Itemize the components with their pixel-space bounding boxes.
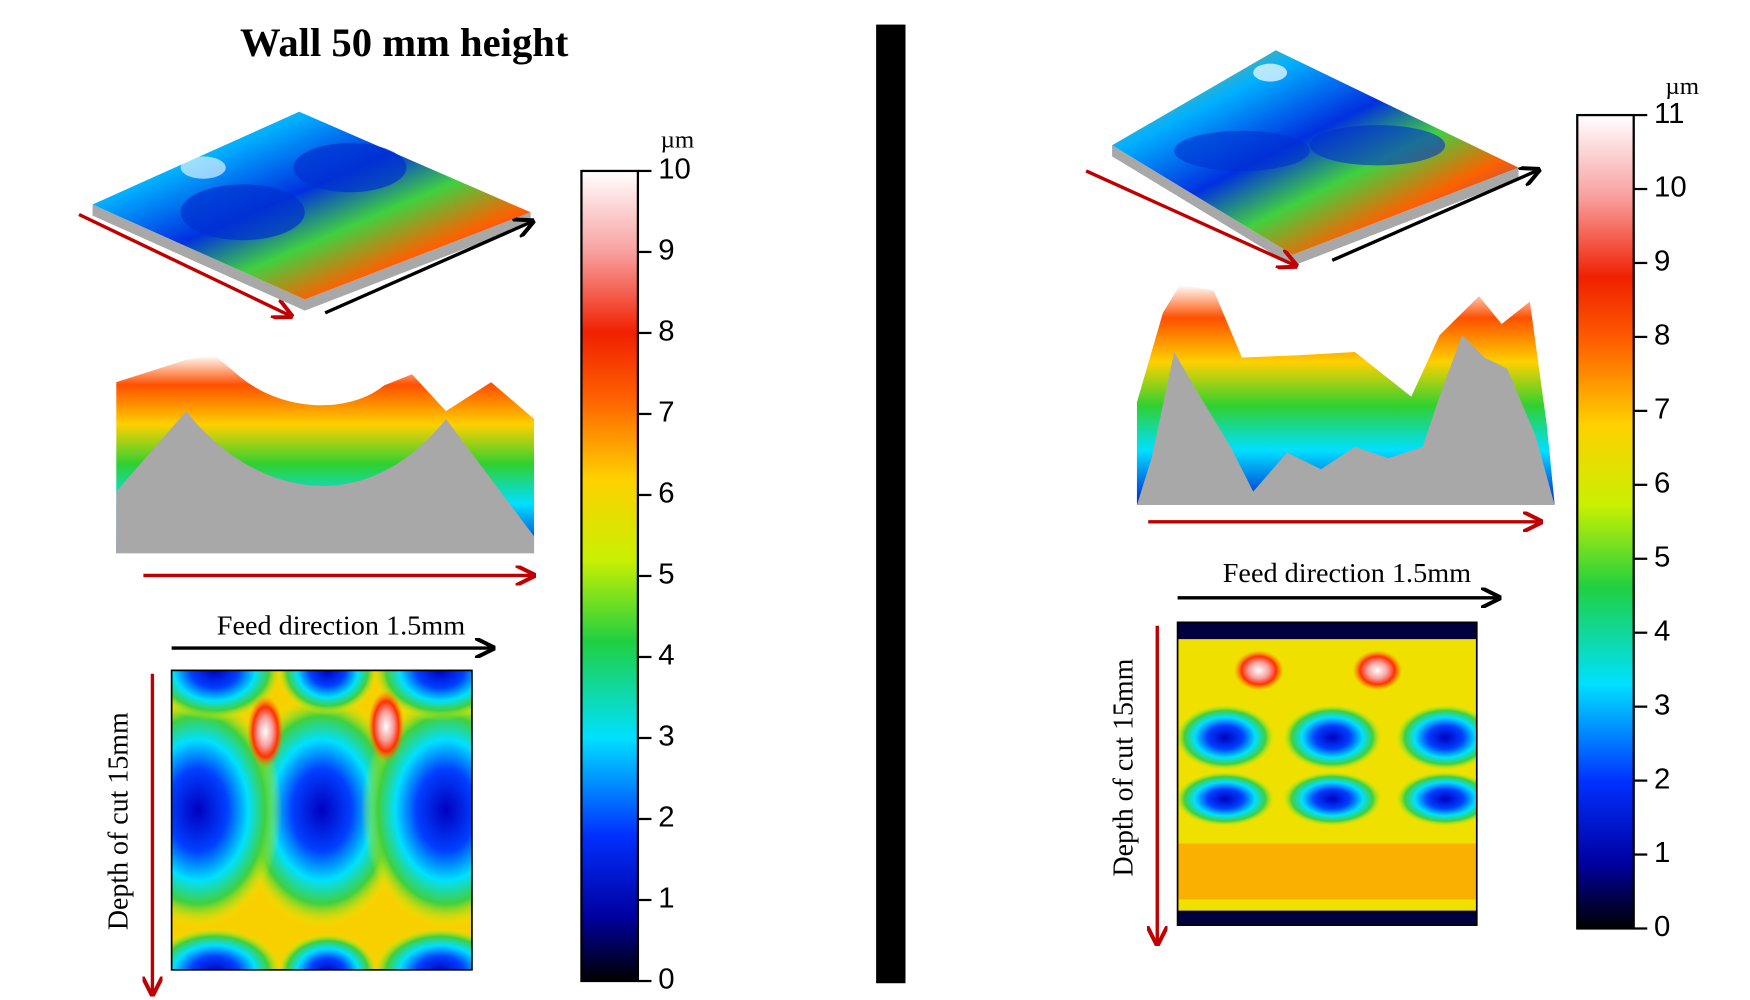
profile-left	[116, 355, 535, 554]
tick-label: 2	[1654, 763, 1670, 795]
tick-label: 5	[658, 559, 674, 591]
tick-label: 9	[1654, 246, 1670, 278]
title: Wall 50 mm height	[240, 20, 569, 65]
tick-label: 1	[1654, 837, 1670, 869]
tick-label: 7	[658, 397, 674, 429]
tick-label: 10	[1654, 172, 1687, 204]
tick-label: 10	[658, 154, 691, 186]
tick-label: 0	[1654, 911, 1670, 943]
profile-right	[1136, 284, 1555, 506]
depth-label: Depth of cut 15mm	[103, 712, 134, 930]
tick-label: 4	[1654, 616, 1670, 648]
frame	[170, 669, 473, 971]
tick-label: 6	[1654, 468, 1670, 500]
tick-label: 3	[658, 721, 674, 753]
tick-label: 5	[1654, 542, 1670, 574]
tick-label: 6	[658, 478, 674, 510]
tick-label: 8	[658, 316, 674, 348]
unit-label: µm	[661, 127, 695, 154]
divider	[876, 24, 906, 984]
surface-3d-right	[1112, 50, 1519, 266]
tick-label: 3	[1654, 689, 1670, 721]
colorbar	[580, 169, 640, 983]
arrow	[324, 221, 533, 315]
feed-label: Feed direction 1.5mm	[217, 611, 466, 642]
tick-label: 7	[1654, 394, 1670, 426]
feed-label: Feed direction 1.5mm	[1223, 558, 1472, 589]
tick-label: 9	[658, 235, 674, 267]
surface-3d-left	[92, 111, 531, 311]
heatmap-left	[171, 670, 472, 970]
tick-label: 8	[1654, 320, 1670, 352]
tick-label: 0	[658, 964, 674, 996]
colorbar	[1576, 113, 1635, 930]
arrow	[1331, 170, 1539, 262]
depth-label: Depth of cut 15mm	[1108, 659, 1139, 877]
tick-label: 11	[1654, 98, 1684, 130]
unit-label: µm	[1665, 73, 1699, 100]
arrow	[78, 213, 291, 317]
arrow	[1085, 169, 1296, 266]
tick-label: 2	[658, 802, 674, 834]
frame	[1176, 621, 1478, 926]
tick-label: 1	[658, 883, 674, 915]
tick-label: 4	[658, 640, 674, 672]
heatmap-right	[1177, 622, 1477, 926]
